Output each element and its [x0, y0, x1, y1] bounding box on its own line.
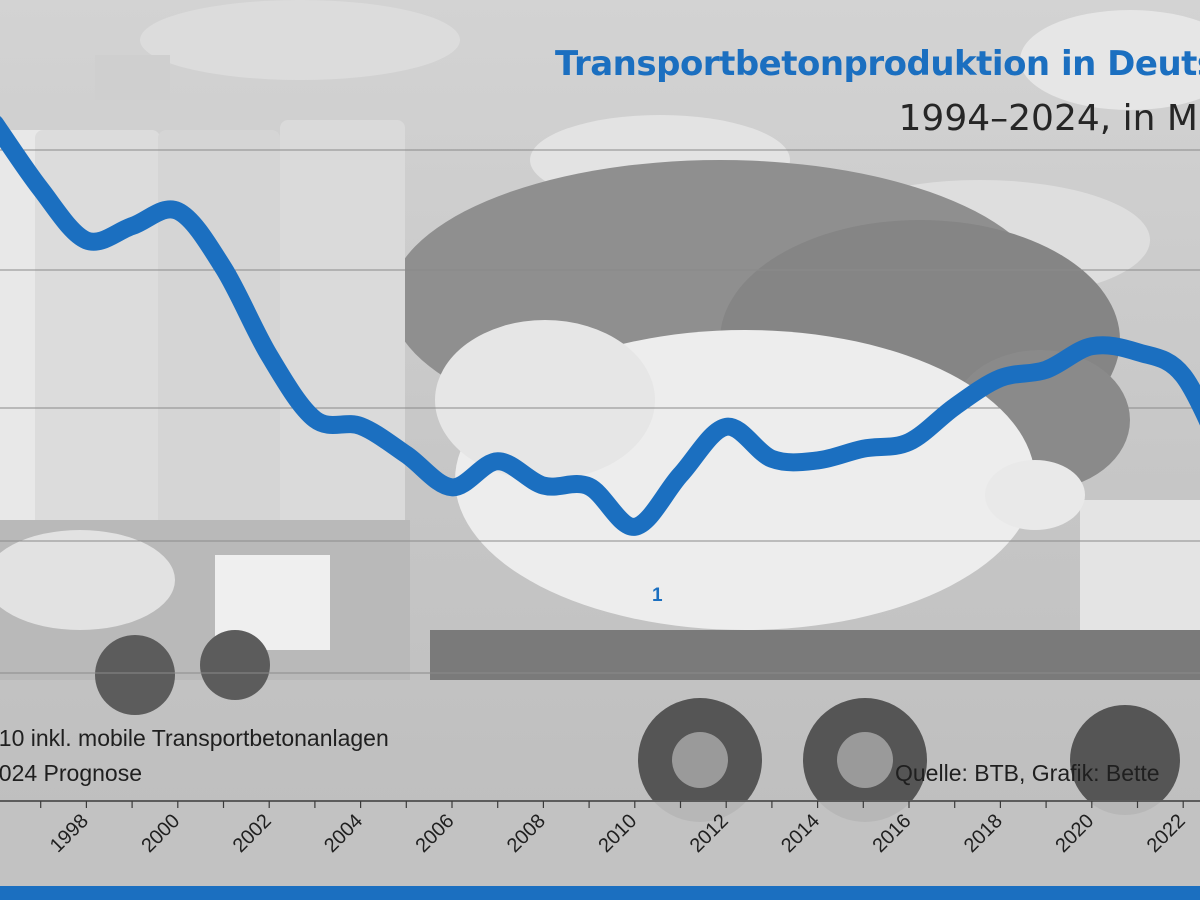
footnote-text-1: 010 inkl. mobile Transportbetonanlagen	[0, 725, 389, 751]
footnote-text-2: 2024 Prognose	[0, 760, 143, 786]
series-line	[0, 116, 1200, 536]
bottom-accent-bar	[0, 886, 1200, 900]
source-credit: Quelle: BTB, Grafik: Bette	[895, 760, 1160, 786]
chart-title: Transportbetonproduktion in Deutsch	[555, 44, 1200, 84]
horizontal-gridlines	[0, 149, 1200, 674]
x-tick-marks	[40, 801, 1184, 808]
x-tick-label: 96	[0, 810, 2, 841]
footnote-marker: 1	[652, 585, 663, 606]
chart-subtitle: 1994–2024, in Mio	[898, 98, 1200, 139]
